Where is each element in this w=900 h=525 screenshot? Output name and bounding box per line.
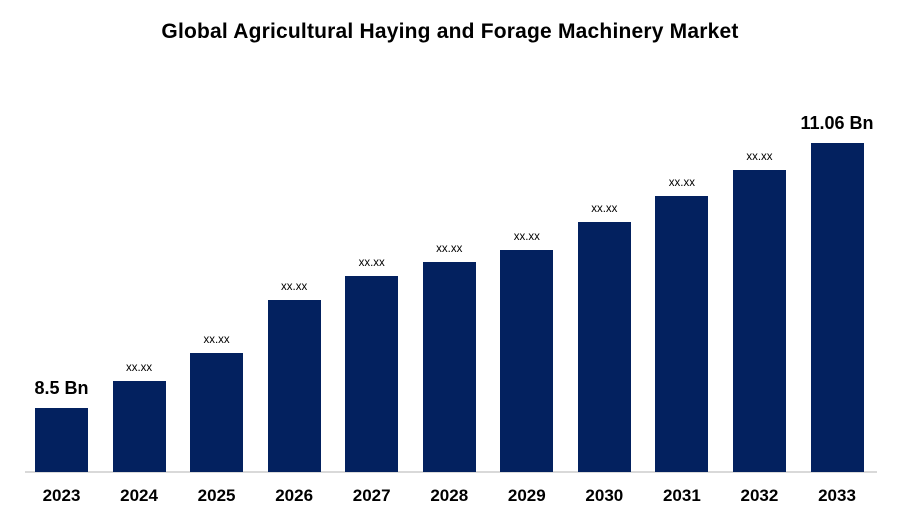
x-tick-label-2030: 2030 xyxy=(585,486,624,505)
chart-title: Global Agricultural Haying and Forage Ma… xyxy=(161,20,739,43)
bar-2032 xyxy=(732,170,786,472)
bar-value-label-2028: xx.xx xyxy=(436,243,463,255)
bar-2027 xyxy=(345,276,399,472)
bar-value-label-2033: 11.06 Bn xyxy=(800,113,874,133)
bar-value-label-2024: xx.xx xyxy=(125,362,153,374)
x-tick-label-2033: 2033 xyxy=(818,486,856,505)
bar-2029 xyxy=(500,250,554,472)
x-tick-label-2029: 2029 xyxy=(507,486,546,505)
bar-2031 xyxy=(655,196,709,472)
x-tick-label-2031: 2031 xyxy=(662,486,701,505)
bar-value-label-2031: xx.xx xyxy=(668,177,695,189)
x-tick-label-2026: 2026 xyxy=(275,486,314,505)
bar-2033 xyxy=(810,143,864,472)
x-tick-label-2024: 2024 xyxy=(120,486,158,505)
bar-value-label-2023: 8.5 Bn xyxy=(34,378,89,398)
bar-2023 xyxy=(35,408,88,472)
bar-value-label-2026: xx.xx xyxy=(281,281,308,293)
bar-2030 xyxy=(577,222,631,472)
bar-value-label-2032: xx.xx xyxy=(746,151,773,163)
bar-2024 xyxy=(112,381,166,472)
bar-2028 xyxy=(422,262,476,472)
bar-2026 xyxy=(267,300,321,472)
x-tick-label-2023: 2023 xyxy=(42,486,81,505)
x-tick-label-2032: 2032 xyxy=(740,486,779,505)
x-tick-label-2028: 2028 xyxy=(430,486,469,505)
bar-value-label-2025: xx.xx xyxy=(203,334,230,346)
bar-2025 xyxy=(190,353,244,472)
x-tick-label-2027: 2027 xyxy=(352,486,391,505)
x-axis-line xyxy=(25,471,877,473)
bar-value-label-2027: xx.xx xyxy=(358,257,385,269)
bar-value-label-2029: xx.xx xyxy=(513,231,540,243)
bar-value-label-2030: xx.xx xyxy=(591,203,618,215)
x-tick-label-2025: 2025 xyxy=(197,486,236,505)
